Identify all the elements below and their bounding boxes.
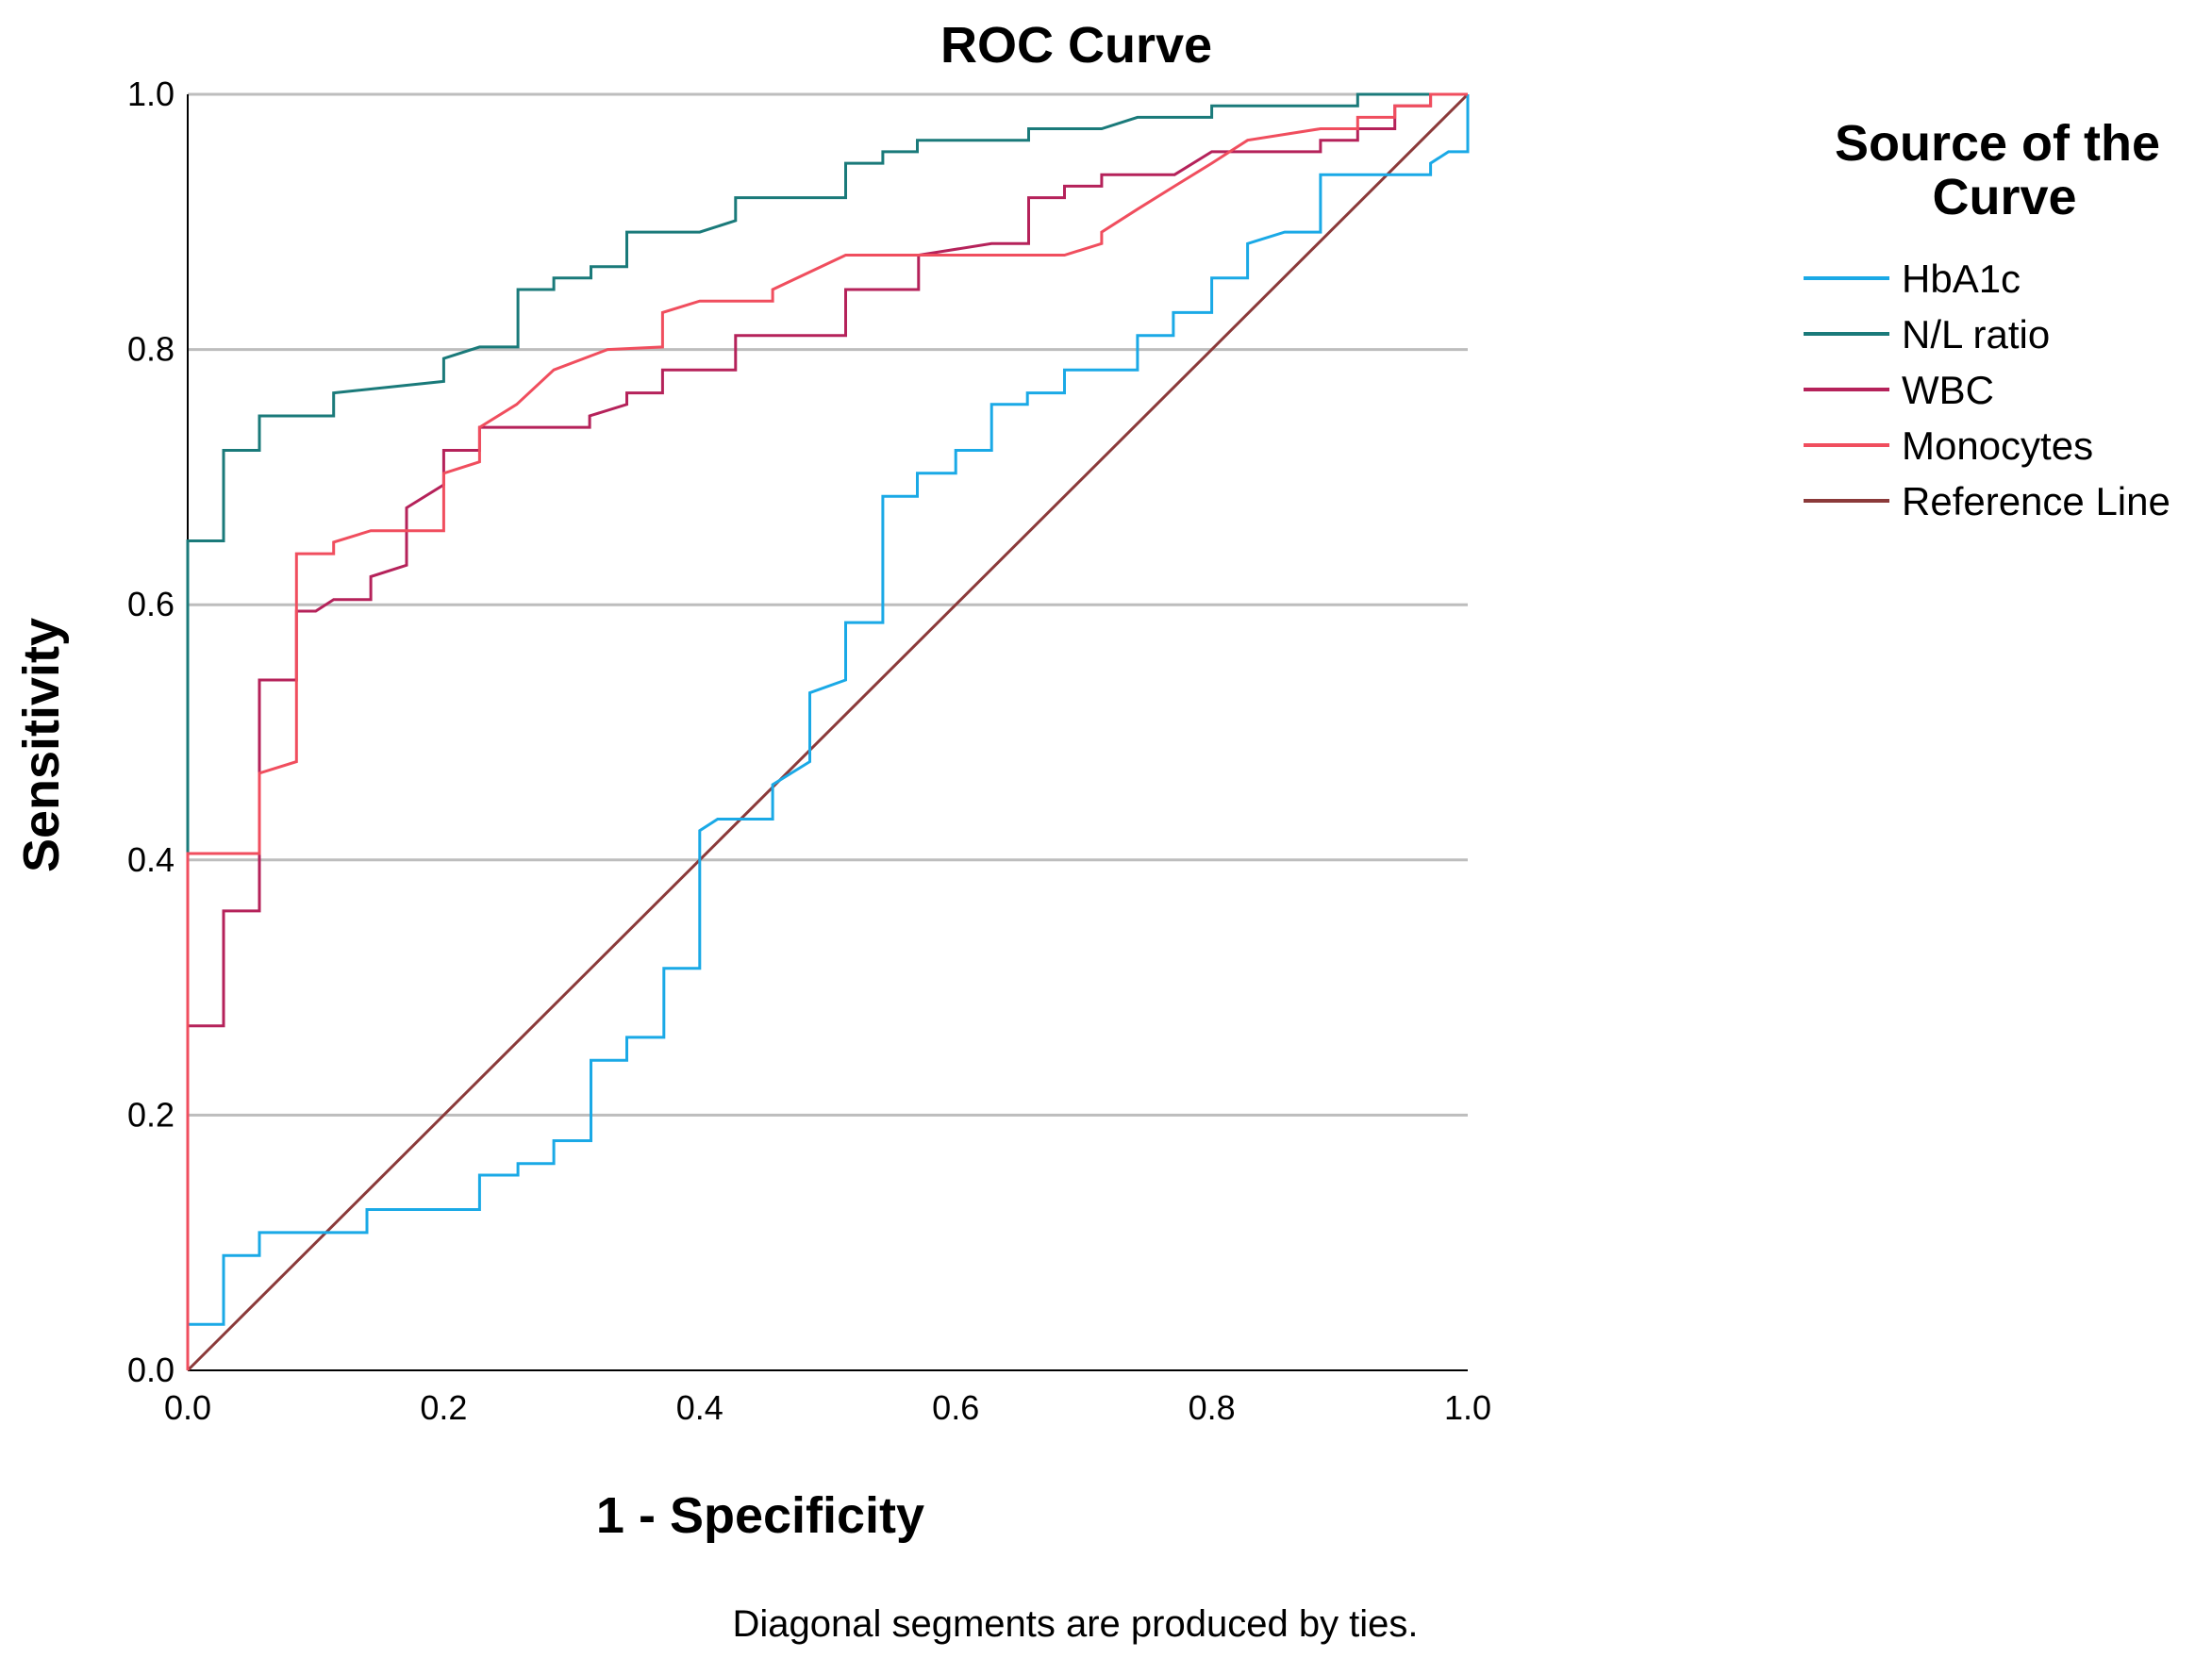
x-tick-label: 0.0 bbox=[164, 1388, 211, 1427]
series-lines bbox=[186, 92, 1470, 1372]
x-tick-label: 0.6 bbox=[932, 1388, 979, 1427]
legend-title-line-2: Curve bbox=[1932, 169, 2076, 225]
series-line-hba1c bbox=[186, 94, 1470, 1370]
legend-label-n-l-ratio: N/L ratio bbox=[1902, 312, 2050, 356]
y-tick-label: 0.6 bbox=[127, 585, 175, 623]
x-tick-label: 1.0 bbox=[1444, 1388, 1491, 1427]
gridlines bbox=[188, 92, 1468, 1117]
y-tick-label: 0.0 bbox=[127, 1351, 175, 1389]
x-tick-label: 0.2 bbox=[420, 1388, 467, 1427]
y-tick-label: 0.4 bbox=[127, 840, 175, 879]
x-axis-title: 1 - Specificity bbox=[596, 1487, 924, 1544]
legend-label-monocytes: Monocytes bbox=[1902, 423, 2093, 468]
chart-title: ROC Curve bbox=[940, 17, 1212, 74]
x-tick-label: 0.8 bbox=[1189, 1388, 1236, 1427]
series-line-wbc bbox=[186, 92, 1468, 1370]
footnote: Diagonal segments are produced by ties. bbox=[732, 1603, 1418, 1645]
series-line-n-l-ratio bbox=[186, 92, 1468, 1370]
y-tick-labels: 0.0 0.2 0.4 0.6 0.8 1.0 bbox=[127, 75, 175, 1389]
y-tick-label: 1.0 bbox=[127, 75, 175, 113]
x-tick-labels: 0.0 0.2 0.4 0.6 0.8 1.0 bbox=[164, 1388, 1491, 1427]
legend-label-wbc: WBC bbox=[1902, 368, 1994, 412]
x-tick-label: 0.4 bbox=[676, 1388, 723, 1427]
y-tick-label: 0.2 bbox=[127, 1095, 175, 1134]
series-line-reference-line bbox=[186, 92, 1470, 1372]
legend-title-line-1: Source of the bbox=[1835, 115, 2160, 172]
legend-label-reference-line: Reference Line bbox=[1902, 479, 2170, 523]
legend-label-hba1c: HbA1c bbox=[1902, 257, 2021, 301]
series-line-monocytes bbox=[186, 92, 1468, 1370]
legend-title: Source of the Curve bbox=[1835, 115, 2174, 225]
y-tick-label: 0.8 bbox=[127, 330, 175, 369]
y-axis-title: Sensitivity bbox=[13, 618, 70, 872]
legend: HbA1c N/L ratio WBC Monocytes Reference Line bbox=[1804, 257, 2170, 523]
